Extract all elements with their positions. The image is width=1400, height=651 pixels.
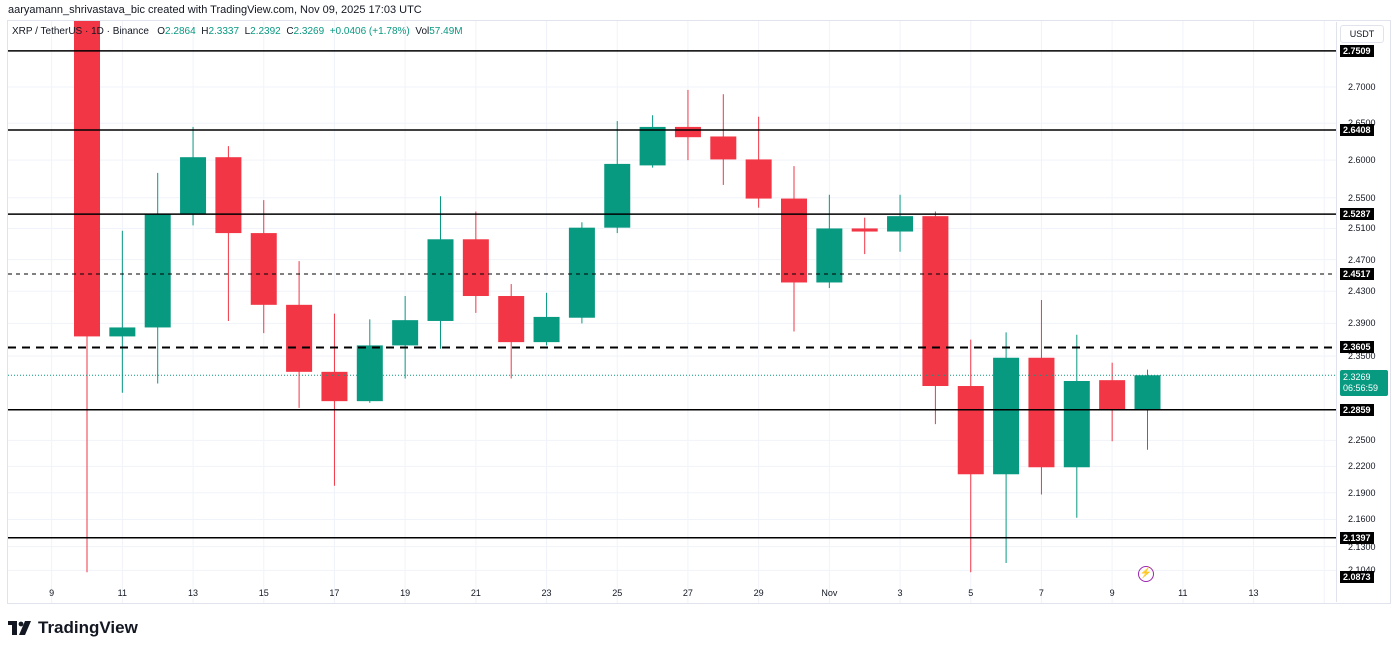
price-tick-label: 2.4700 [1348,254,1376,265]
price-tick-label: 2.3500 [1348,351,1376,362]
low-label: L [244,26,251,37]
date-tick-label: 23 [541,588,552,598]
candle-body [816,228,843,283]
level-price-tag: 2.7509 [1340,44,1374,57]
candle-body [144,213,171,328]
symbol-name[interactable]: XRP / TetherUS · 1D · Binance [12,26,149,37]
level-price-tag: 2.2859 [1340,403,1374,416]
level-price-tag: 2.3605 [1340,341,1374,354]
price-tick-label: 2.5500 [1348,192,1376,203]
high-label: H [201,26,209,37]
close-value: 2.3269 [293,26,325,37]
date-tick-label: 29 [753,588,764,598]
level-price-tag: 2.5287 [1340,208,1374,221]
candle-body [109,327,136,337]
volume-value: 57.49M [429,26,463,37]
open-label: O [157,26,166,37]
date-tick-label: 27 [682,588,693,598]
candle-body [639,126,666,166]
date-tick-label: 13 [1248,588,1259,598]
candle-body [533,316,560,343]
price-axis[interactable] [1336,22,1390,602]
candle-body [215,157,242,234]
candle-body [781,198,807,283]
high-value: 2.3337 [208,26,240,37]
date-tick-label: 11 [117,588,128,598]
candle-body [568,227,595,318]
attribution-text: aaryamann_shrivastava_bic created with T… [8,4,422,16]
price-tick-label: 2.4300 [1348,286,1376,297]
candle-body [462,239,489,297]
date-tick-label: 9 [1109,588,1115,598]
candle-body [1028,357,1055,468]
candle-body [1134,375,1161,410]
volume-label: Vol [415,26,430,37]
last-price-tag: 2.3269 06:56:59 [1340,370,1388,396]
candle-body [887,216,914,232]
date-tick-label: 25 [612,588,623,598]
candle-body [957,386,984,475]
bar-countdown: 06:56:59 [1343,383,1379,393]
date-tick-label: 13 [188,588,199,598]
price-tick-label: 2.6500 [1348,118,1376,128]
level-price-tag: 2.1397 [1340,531,1374,544]
date-tick-label: 9 [49,588,55,598]
candle-body [74,21,100,337]
date-tick-label: 17 [329,588,340,598]
price-tick-label: 2.6000 [1348,155,1376,166]
candle-body [745,159,772,199]
last-price: 2.3269 [1343,372,1371,382]
date-tick-label: 19 [400,588,411,598]
candle-body [180,157,207,214]
date-tick-label: 11 [1178,588,1188,598]
price-tick-label: 2.5100 [1348,223,1376,234]
candle-body [1063,380,1090,468]
price-tick-label: 2.1040 [1348,565,1376,575]
candle-body [922,216,949,387]
lightning-event-icon[interactable]: ⚡ [1138,566,1154,582]
level-price-tag: 2.4517 [1340,267,1374,280]
candle-body [1099,380,1126,410]
candle-body [674,126,701,138]
candle-body [392,320,419,346]
candle-body [250,233,277,305]
candle-body [427,239,454,321]
symbol-legend: XRP / TetherUS · 1D · Binance O2.2864 H2… [12,26,463,37]
open-value: 2.2864 [165,26,196,37]
price-tick-label: 2.7000 [1348,82,1376,93]
date-tick-label: Nov [821,588,838,598]
candle-body [993,357,1020,475]
logo-text: TradingView [38,618,138,637]
level-price-tag: 2.0873 [1340,571,1374,583]
price-tick-label: 2.1300 [1348,541,1376,552]
candle-body [321,371,348,402]
date-tick-label: 21 [470,588,481,598]
chart-frame[interactable] [7,20,1391,604]
date-tick-label: 5 [968,588,974,598]
candle-body [356,345,383,402]
candle-body [851,228,878,232]
candle-body [710,136,737,160]
candlestick-plot[interactable] [0,0,1336,604]
change-value: +0.0406 (+1.78%) [329,26,410,37]
tv-logo-icon [8,621,31,635]
tradingview-logo: TradingView [8,618,138,638]
currency-unit-button[interactable]: USDT [1340,25,1384,43]
price-tick-label: 2.1900 [1348,487,1376,498]
price-tick-label: 2.2200 [1348,461,1376,472]
low-value: 2.2392 [250,26,281,37]
close-label: C [286,26,294,37]
price-tick-label: 2.2500 [1348,435,1376,446]
candle-body [604,163,631,228]
price-tick-label: 2.1600 [1348,514,1376,525]
candle-body [498,296,525,343]
date-tick-label: 7 [1038,588,1044,598]
price-tick-label: 2.3900 [1348,318,1376,329]
date-tick-label: 15 [258,588,269,598]
candle-body [286,304,313,372]
level-price-tag: 2.6408 [1340,124,1374,136]
date-tick-label: 3 [897,588,903,598]
